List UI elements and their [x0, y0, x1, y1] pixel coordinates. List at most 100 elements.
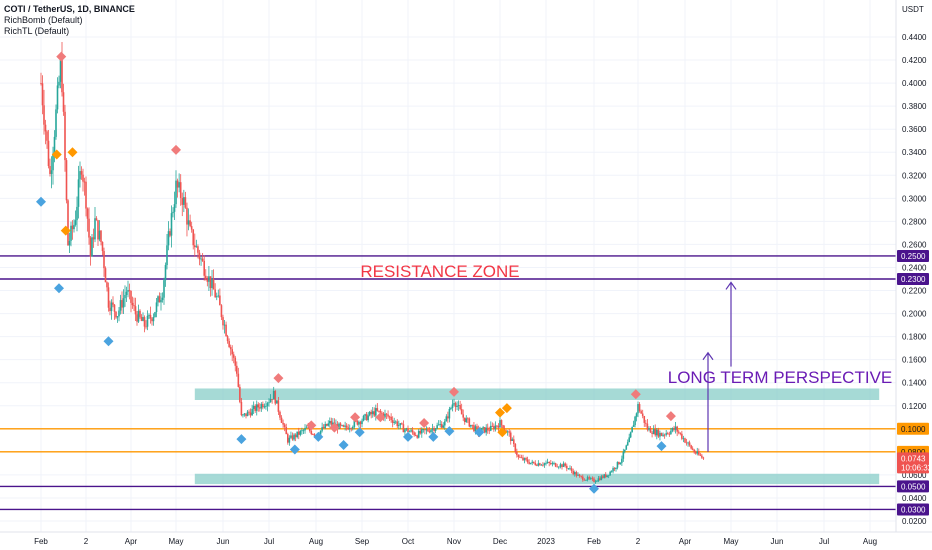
- candle-body: [539, 463, 541, 466]
- orange-diamond-icon: [495, 407, 505, 418]
- candle-body: [228, 341, 230, 348]
- candle-body: [554, 463, 557, 467]
- price-label-box: [897, 273, 929, 285]
- candle-body: [394, 421, 397, 423]
- candle-body: [312, 434, 314, 435]
- candle-body: [425, 429, 428, 431]
- time-tick-label: 2: [636, 537, 641, 546]
- candle-body: [488, 430, 491, 432]
- candle-body: [293, 434, 295, 440]
- candle-body: [702, 457, 705, 459]
- candle-body: [252, 405, 255, 409]
- candle-body: [599, 478, 601, 480]
- arrow-up-icon: [725, 281, 737, 290]
- symbol-title[interactable]: COTI / TetherUS, 1D, BINANCE: [4, 4, 135, 14]
- candle-body: [460, 409, 463, 415]
- candle-body: [694, 452, 697, 454]
- candle-body: [296, 431, 298, 438]
- candle-body: [98, 230, 101, 240]
- support-resistance-zone: [194, 388, 880, 400]
- candle-body: [362, 415, 365, 421]
- candle-body: [656, 429, 658, 436]
- candle-body: [44, 124, 47, 132]
- candle-body: [101, 241, 104, 252]
- candle-body: [534, 462, 537, 465]
- candle-body: [517, 455, 520, 457]
- candle-body: [40, 83, 42, 84]
- candle-body: [612, 468, 614, 472]
- blue-diamond-icon: [474, 427, 485, 438]
- candle-body: [545, 462, 547, 464]
- candle-body: [109, 307, 111, 312]
- blue-diamond-icon: [354, 427, 365, 438]
- candle-body: [528, 462, 530, 464]
- time-tick-label: Dec: [493, 537, 507, 546]
- candle-body: [405, 428, 408, 430]
- candle-body: [525, 458, 527, 460]
- candle-body: [307, 427, 309, 429]
- candle-body: [663, 434, 666, 436]
- time-axis[interactable]: Feb 2 Apr May Jun Jul Aug Sep Oct Nov Dec 2023 Feb 2 A…: [34, 537, 877, 546]
- candle-body: [371, 411, 374, 415]
- candle-body: [580, 475, 582, 477]
- time-tick-label: Oct: [402, 537, 415, 546]
- candle-body: [588, 477, 590, 479]
- candle-body: [590, 478, 592, 480]
- time-tick-label: Jun: [771, 537, 784, 546]
- candle-body: [212, 279, 215, 290]
- candle-body: [259, 407, 261, 409]
- candle-body: [462, 414, 464, 418]
- candle-body: [585, 479, 587, 481]
- candle-body: [255, 404, 258, 411]
- candle-body: [67, 200, 69, 246]
- candle-body: [384, 413, 386, 418]
- candle-body: [304, 428, 306, 431]
- candle-body: [448, 408, 451, 419]
- price-label-text: 10:06:32: [901, 463, 932, 472]
- candle-body: [625, 445, 628, 450]
- candle-body: [288, 437, 291, 443]
- candle-body: [508, 431, 510, 433]
- red-diamond-icon: [306, 420, 317, 431]
- candle-body: [71, 225, 74, 230]
- candle-body: [214, 289, 216, 298]
- candle-body: [428, 431, 431, 433]
- candle-body: [178, 182, 180, 188]
- candle-body: [211, 279, 213, 289]
- candle-body: [143, 317, 146, 327]
- candle-body: [215, 296, 218, 298]
- candle-body: [556, 466, 558, 468]
- blue-diamond-icon: [36, 196, 46, 207]
- legend: COTI / TetherUS, 1D, BINANCE RichBomb (D…: [4, 4, 135, 37]
- price-tick-label: 0.1200: [902, 402, 927, 411]
- candle-body: [551, 463, 554, 465]
- candle-body: [350, 428, 353, 430]
- candle-body: [480, 427, 483, 432]
- red-diamond-icon: [630, 389, 641, 400]
- candle-body: [454, 403, 457, 407]
- price-tick-label: 0.0600: [902, 471, 927, 480]
- time-tick-label: Aug: [863, 537, 877, 546]
- candle-body: [685, 442, 688, 444]
- candle-body: [676, 426, 678, 432]
- candle-body: [687, 442, 689, 444]
- candle-body: [646, 423, 649, 430]
- candle-body: [285, 427, 288, 435]
- indicator-richtl[interactable]: RichTL (Default): [4, 26, 70, 36]
- indicator-richbomb[interactable]: RichBomb (Default): [4, 15, 83, 25]
- price-tick-label: 0.2600: [902, 240, 927, 249]
- candle-body: [118, 310, 120, 317]
- candle-body: [662, 434, 664, 436]
- candle-body: [201, 258, 204, 261]
- red-diamond-icon: [171, 144, 181, 155]
- candle-body: [586, 477, 589, 480]
- candle-body: [74, 220, 77, 225]
- red-diamond-icon: [56, 51, 67, 62]
- candle-body: [265, 406, 267, 407]
- candle-body: [125, 291, 128, 295]
- blue-diamond-icon: [103, 336, 114, 347]
- candle-body: [436, 425, 438, 429]
- candle-body: [301, 430, 303, 432]
- orange-diamond-icon: [497, 427, 508, 438]
